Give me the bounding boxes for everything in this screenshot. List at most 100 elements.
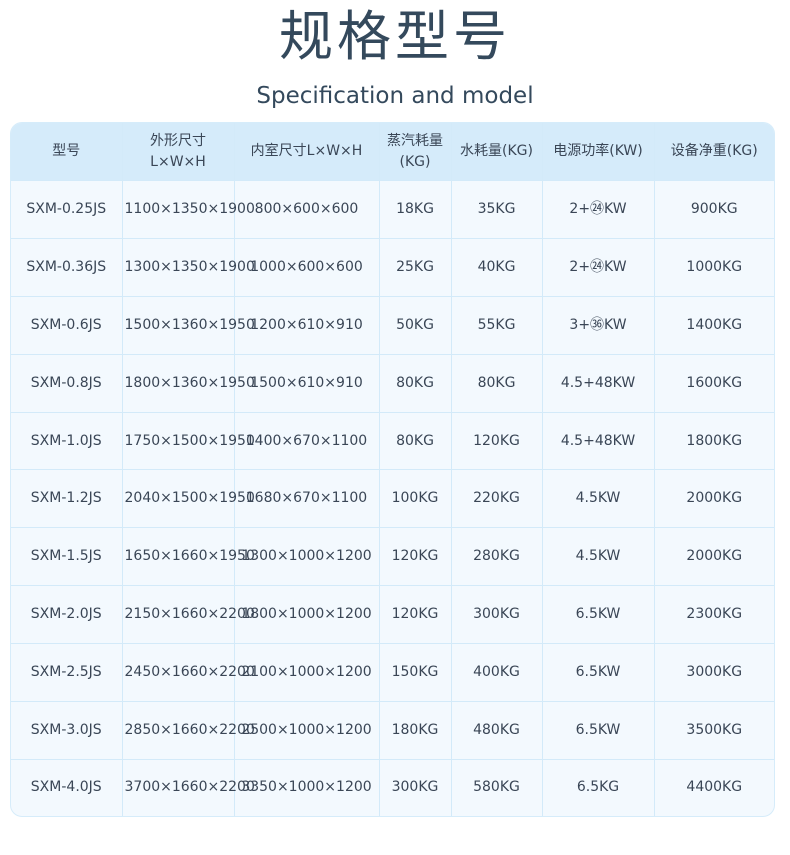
table-cell: 2150×1660×2200 [121, 585, 255, 645]
table-cell: 1100×1350×1900 [121, 180, 255, 239]
table-cell: 3700×1660×2200 [121, 758, 255, 816]
column-header: 内室尺寸L×W×H [233, 123, 380, 181]
table-cell: 1680×670×1100 [233, 469, 380, 529]
table-row: SXM-0.25JS 1100×1350×1900 800×600×600 18KG 3… [11, 180, 774, 239]
column-header: 蒸汽耗量(KG) [378, 123, 452, 181]
table-cell: 580KG [450, 758, 543, 816]
spec-table-container: 型号 外形尺寸L×W×H 内室尺寸L×W×H 蒸汽耗量(KG) 水耗量(KG) 电源功率(… [10, 122, 775, 817]
page-title: 规格型号 [279, 5, 511, 68]
table-cell: 3500KG [653, 701, 774, 760]
table-cell: 3+㊱KW [541, 295, 655, 355]
table-cell: 300KG [450, 585, 543, 645]
table-cell: 1650×1660×1950 [121, 527, 255, 587]
table-cell: 280KG [450, 527, 543, 587]
table-cell: 480KG [450, 701, 543, 760]
table-cell: 2500×1000×1200 [233, 701, 380, 760]
table-cell: 1300×1350×1900 [121, 237, 255, 297]
table-cell: SXM-0.25JS [11, 180, 123, 239]
table-cell: 80KG [450, 353, 543, 413]
table-cell: 3000KG [653, 643, 774, 703]
table-cell: 80KG [378, 411, 452, 471]
table-cell: 1000×600×600 [233, 237, 380, 297]
table-cell: SXM-0.6JS [11, 295, 123, 355]
table-cell: 35KG [450, 180, 543, 239]
table-cell: 6.5KW [541, 585, 655, 645]
table-cell: 120KG [378, 527, 452, 587]
table-cell: 2+㉔KW [541, 237, 655, 297]
table-cell: 2000KG [653, 469, 774, 529]
table-cell: 6.5KG [541, 758, 655, 816]
table-cell: SXM-1.2JS [11, 469, 123, 529]
table-row: SXM-1.0JS 1750×1500×1950 1400×670×1100 80KG… [11, 411, 774, 471]
table-cell: 800×600×600 [233, 180, 380, 239]
table-cell: 220KG [450, 469, 543, 529]
table-row: SXM-3.0JS 2850×1660×2200 2500×1000×1200 180… [11, 701, 774, 760]
table-header-row: 型号 外形尺寸L×W×H 内室尺寸L×W×H 蒸汽耗量(KG) 水耗量(KG) 电源功率(… [11, 123, 774, 181]
table-cell: SXM-2.5JS [11, 643, 123, 703]
table-cell: 2300KG [653, 585, 774, 645]
table-cell: 3350×1000×1200 [233, 758, 380, 816]
table-cell: 4.5KW [541, 469, 655, 529]
table-cell: 120KG [378, 585, 452, 645]
table-cell: 1200×610×910 [233, 295, 380, 355]
table-cell: 2040×1500×1950 [121, 469, 255, 529]
table-cell: 4.5+48KW [541, 353, 655, 413]
table-cell: SXM-1.0JS [11, 411, 123, 471]
table-cell: SXM-3.0JS [11, 701, 123, 760]
column-header: 型号 [11, 123, 123, 181]
table-cell: SXM-2.0JS [11, 585, 123, 645]
table-cell: 1800×1360×1950 [121, 353, 255, 413]
table-row: SXM-0.36JS 1300×1350×1900 1000×600×600 25KG… [11, 237, 774, 297]
table-cell: SXM-0.36JS [11, 237, 123, 297]
table-row: SXM-2.0JS 2150×1660×2200 1800×1000×1200 120… [11, 585, 774, 645]
table-cell: 120KG [450, 411, 543, 471]
table-cell: 1800×1000×1200 [233, 585, 380, 645]
table-cell: 4.5KW [541, 527, 655, 587]
table-row: SXM-0.8JS 1800×1360×1950 1500×610×910 80KG 8… [11, 353, 774, 413]
column-header: 设备净重(KG) [653, 123, 774, 181]
table-cell: 6.5KW [541, 643, 655, 703]
table-cell: 2100×1000×1200 [233, 643, 380, 703]
table-cell: 2850×1660×2200 [121, 701, 255, 760]
table-cell: 4400KG [653, 758, 774, 816]
column-header: 水耗量(KG) [450, 123, 543, 181]
table-cell: 1500×610×910 [233, 353, 380, 413]
column-header: 电源功率(KW) [541, 123, 655, 181]
page-subtitle: Specification and model [256, 83, 534, 109]
table-row: SXM-1.2JS 2040×1500×1950 1680×670×1100 100K… [11, 469, 774, 529]
table-cell: 4.5+48KW [541, 411, 655, 471]
table-row: SXM-0.6JS 1500×1360×1950 1200×610×910 50KG 5… [11, 295, 774, 355]
table-cell: 300KG [378, 758, 452, 816]
table-cell: SXM-1.5JS [11, 527, 123, 587]
table-cell: 1400KG [653, 295, 774, 355]
table-cell: 55KG [450, 295, 543, 355]
spec-table: 型号 外形尺寸L×W×H 内室尺寸L×W×H 蒸汽耗量(KG) 水耗量(KG) 电源功率(… [11, 123, 774, 816]
table-cell: 80KG [378, 353, 452, 413]
table-cell: 1600KG [653, 353, 774, 413]
table-cell: 100KG [378, 469, 452, 529]
table-cell: 2000KG [653, 527, 774, 587]
table-row: SXM-2.5JS 2450×1660×2200 2100×1000×1200 150… [11, 643, 774, 703]
table-cell: 1300×1000×1200 [233, 527, 380, 587]
table-cell: 1400×670×1100 [233, 411, 380, 471]
table-cell: 1500×1360×1950 [121, 295, 255, 355]
table-cell: 900KG [653, 180, 774, 239]
table-cell: 6.5KW [541, 701, 655, 760]
table-cell: 25KG [378, 237, 452, 297]
table-cell: 1750×1500×1950 [121, 411, 255, 471]
table-cell: 50KG [378, 295, 452, 355]
column-header: 外形尺寸L×W×H [121, 123, 235, 181]
table-cell: SXM-0.8JS [11, 353, 123, 413]
table-cell: 2450×1660×2200 [121, 643, 255, 703]
table-cell: 18KG [378, 180, 452, 239]
table-cell: 1000KG [653, 237, 774, 297]
table-row: SXM-1.5JS 1650×1660×1950 1300×1000×1200 120… [11, 527, 774, 587]
table-row: SXM-4.0JS 3700×1660×2200 3350×1000×1200 300… [11, 758, 774, 816]
table-cell: 2+㉔KW [541, 180, 655, 239]
table-cell: 40KG [450, 237, 543, 297]
table-cell: 150KG [378, 643, 452, 703]
table-cell: 400KG [450, 643, 543, 703]
table-cell: SXM-4.0JS [11, 758, 123, 816]
table-cell: 180KG [378, 701, 452, 760]
table-cell: 1800KG [653, 411, 774, 471]
